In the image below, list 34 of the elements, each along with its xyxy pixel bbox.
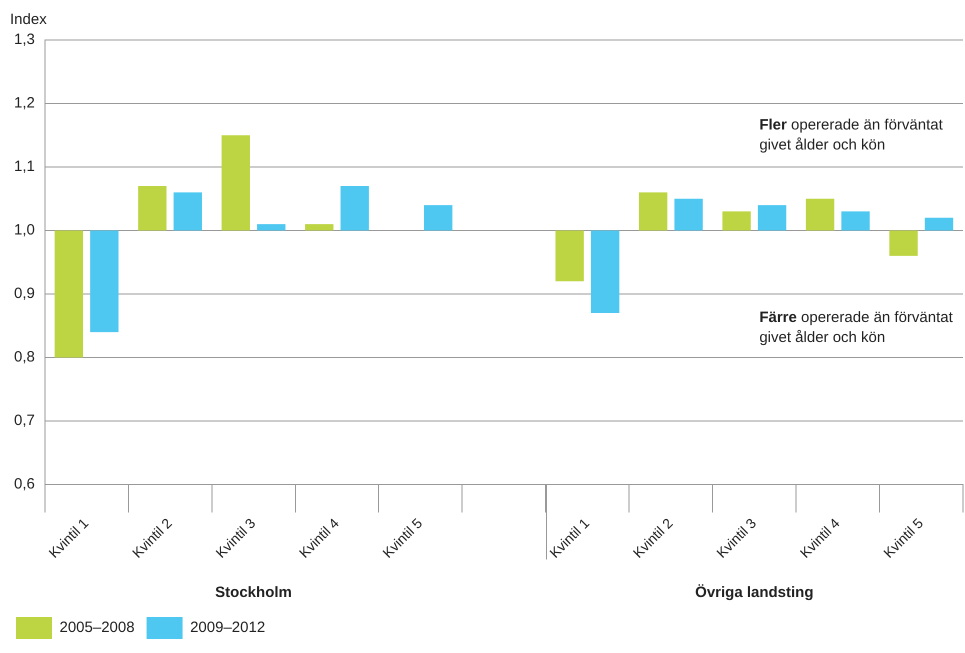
bar [424, 205, 452, 230]
bar [138, 186, 167, 230]
legend-label: 2005–2008 [60, 619, 135, 636]
text: Stockholm [215, 584, 292, 601]
bar [590, 230, 620, 314]
bar [222, 135, 250, 230]
y-tick-label: 1,0 [14, 222, 35, 239]
bar [90, 230, 119, 332]
y-tick-label: 1,3 [14, 31, 35, 48]
bar [257, 224, 286, 230]
bar [674, 198, 703, 230]
bar [638, 192, 668, 230]
y-tick-label: 0,6 [14, 476, 35, 493]
bar [758, 205, 786, 230]
y-tick-label: 1,1 [14, 158, 35, 176]
y-axis-title: Index [10, 11, 48, 28]
bar [889, 230, 918, 256]
bar [806, 198, 834, 230]
bar [555, 230, 584, 282]
bar [174, 192, 202, 230]
y-tick-label: 1,2 [14, 94, 35, 112]
annotation: Fler opererade än förväntat givet ålder och kön [759, 116, 944, 154]
legend-label: 2009–2012 [190, 619, 266, 636]
bar [305, 224, 334, 230]
bar [340, 186, 369, 230]
y-tick-label: 0,9 [14, 285, 35, 302]
bar [924, 218, 954, 230]
bar [54, 230, 84, 358]
text: Övriga landsting [695, 584, 814, 601]
y-tick-label: 0,8 [14, 348, 35, 366]
y-tick-label: 0,7 [14, 412, 35, 430]
annotation: Färre opererade än förväntat givet ålder och kön [759, 308, 954, 346]
bar [841, 211, 870, 230]
bar [722, 211, 751, 230]
